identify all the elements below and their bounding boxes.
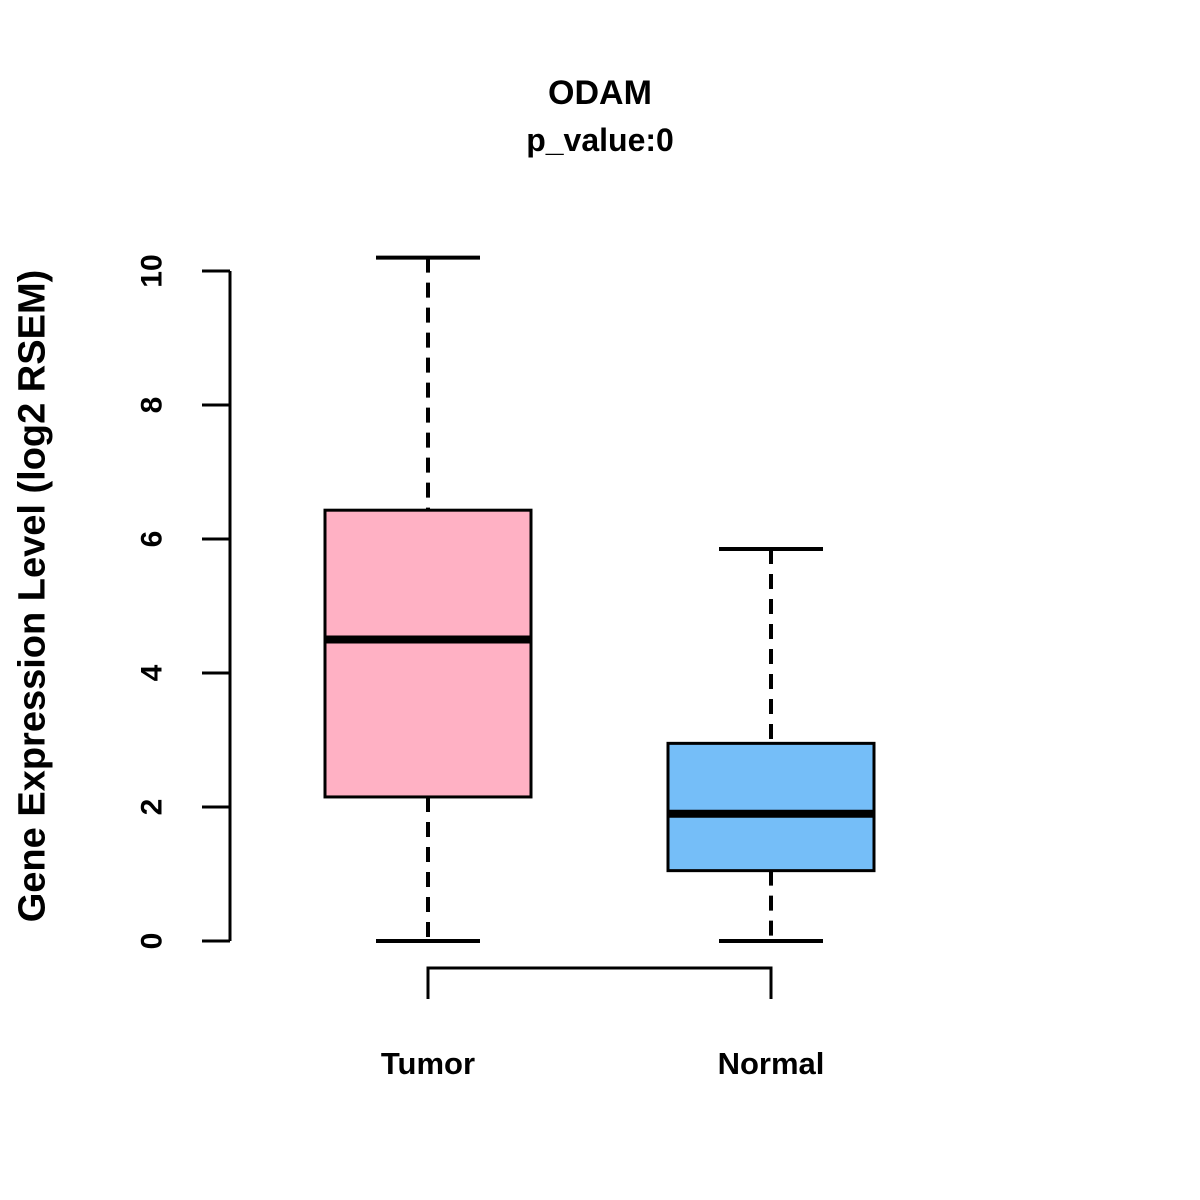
chart-subtitle: p_value:0 [526, 122, 674, 158]
y-tick-label: 4 [136, 664, 169, 681]
comparison-bracket [426, 966, 773, 999]
chart-title: ODAM [548, 74, 652, 112]
iqr-box-tumor [323, 508, 533, 799]
y-tick-label: 0 [136, 933, 169, 950]
category-label-tumor: Tumor [381, 1046, 475, 1081]
y-tick-label: 2 [136, 799, 169, 816]
y-tick-label: 6 [136, 531, 169, 548]
iqr-box-normal [666, 741, 876, 873]
category-label-normal: Normal [718, 1046, 825, 1081]
y-tick-label: 10 [136, 254, 169, 287]
y-tick-label: 8 [136, 397, 169, 414]
